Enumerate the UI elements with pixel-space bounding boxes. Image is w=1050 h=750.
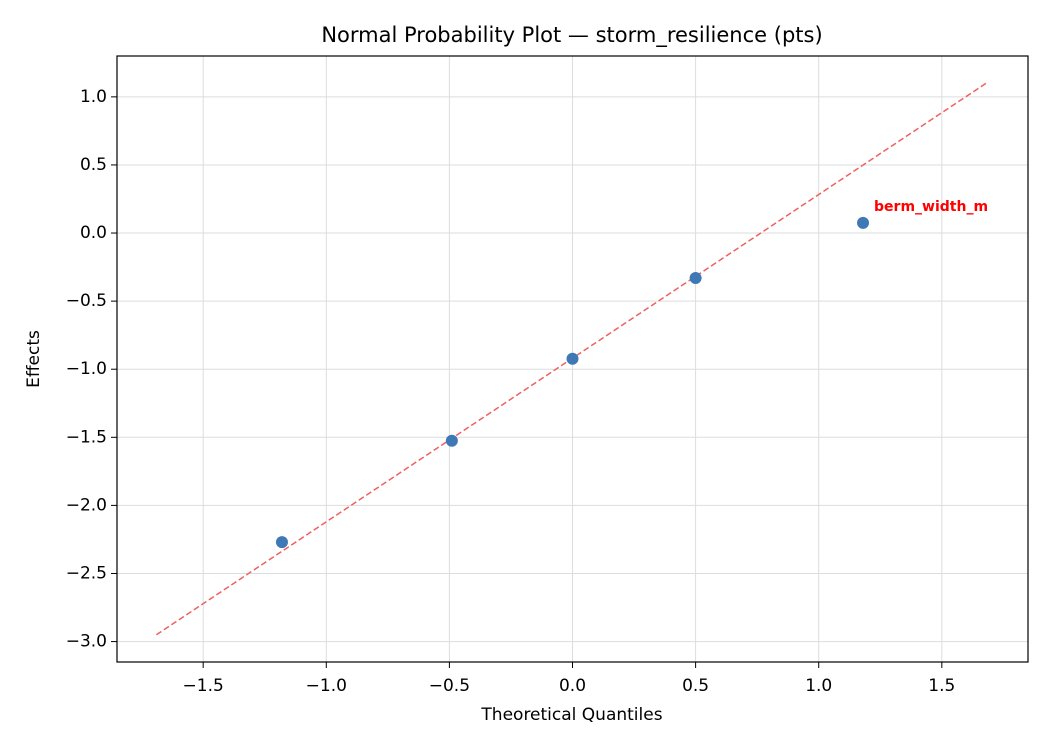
- y-tick-label: −3.0: [66, 632, 107, 652]
- point: [566, 352, 579, 365]
- x-axis-label: Theoretical Quantiles: [480, 705, 662, 725]
- y-tick-label: −1.5: [66, 427, 107, 447]
- x-tick-label: −0.5: [429, 676, 470, 696]
- x-tick-label: −1.5: [183, 676, 224, 696]
- plot-frame: [116, 55, 1029, 663]
- x-tick-label: 1.0: [805, 676, 832, 696]
- x-tick-label: −1.0: [306, 676, 347, 696]
- y-tick-label: −2.5: [66, 563, 107, 583]
- point: [275, 536, 288, 549]
- y-axis-label: Effects: [24, 330, 44, 388]
- y-tick-label: 1.0: [80, 87, 107, 107]
- y-tick-label: −1.0: [66, 359, 107, 379]
- point: [445, 434, 458, 447]
- point: [689, 271, 702, 284]
- point: [857, 216, 870, 229]
- y-tick-label: −2.0: [66, 495, 107, 515]
- point-label: berm_width_m: [874, 199, 988, 215]
- y-tick-label: −0.5: [66, 291, 107, 311]
- chart-title: Normal Probability Plot — storm_resilien…: [321, 23, 822, 48]
- y-tick-label: 0.5: [80, 155, 107, 175]
- x-tick-label: 0.5: [682, 676, 709, 696]
- x-tick-label: 1.5: [928, 676, 955, 696]
- y-tick-label: 0.0: [80, 223, 107, 243]
- x-tick-label: 0.0: [559, 676, 586, 696]
